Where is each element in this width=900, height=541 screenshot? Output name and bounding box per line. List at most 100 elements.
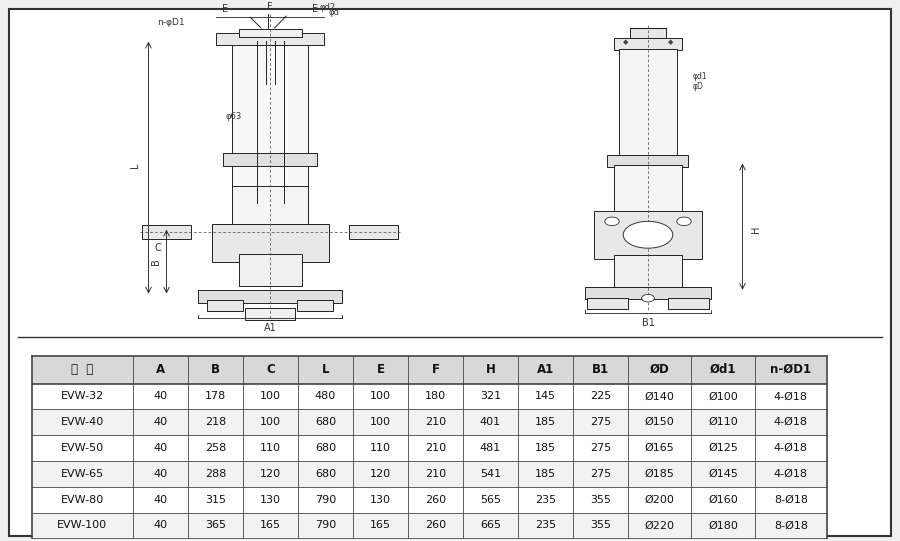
- Circle shape: [642, 294, 654, 302]
- Text: n-ØD1: n-ØD1: [770, 363, 811, 376]
- Bar: [630, 29, 666, 38]
- Text: 4-Ø18: 4-Ø18: [774, 469, 808, 479]
- Text: 185: 185: [535, 469, 556, 479]
- Text: 401: 401: [480, 417, 501, 427]
- Bar: [32, 410, 827, 435]
- Text: Ø200: Ø200: [644, 494, 675, 505]
- Bar: [32, 487, 827, 512]
- Text: 790: 790: [315, 494, 336, 505]
- Bar: [614, 255, 682, 287]
- Text: ◆: ◆: [623, 39, 628, 45]
- Bar: [198, 290, 342, 304]
- Text: 355: 355: [590, 520, 611, 530]
- Text: 480: 480: [315, 392, 336, 401]
- Text: 130: 130: [260, 494, 281, 505]
- Text: L: L: [130, 162, 140, 168]
- Ellipse shape: [623, 221, 673, 248]
- Text: 100: 100: [260, 417, 281, 427]
- Text: 210: 210: [425, 469, 446, 479]
- Text: 110: 110: [370, 443, 391, 453]
- Bar: [614, 38, 682, 50]
- Text: 40: 40: [154, 469, 167, 479]
- Text: 40: 40: [154, 417, 167, 427]
- Text: 680: 680: [315, 417, 336, 427]
- Text: 680: 680: [315, 469, 336, 479]
- Bar: [232, 41, 308, 235]
- Text: 40: 40: [154, 520, 167, 530]
- Text: 565: 565: [480, 494, 501, 505]
- Bar: [594, 210, 702, 259]
- Bar: [614, 165, 682, 213]
- Bar: [245, 308, 294, 320]
- Text: 258: 258: [205, 443, 226, 453]
- Text: 680: 680: [315, 443, 336, 453]
- Text: 665: 665: [480, 520, 501, 530]
- Text: 790: 790: [315, 520, 336, 530]
- Text: 210: 210: [425, 417, 446, 427]
- Text: 185: 185: [535, 417, 556, 427]
- Text: 355: 355: [590, 494, 611, 505]
- Bar: [238, 254, 302, 286]
- Text: A1: A1: [536, 363, 554, 376]
- Text: 365: 365: [205, 520, 226, 530]
- Text: 110: 110: [260, 443, 281, 453]
- Bar: [608, 155, 688, 167]
- Text: 4-Ø18: 4-Ø18: [774, 417, 808, 427]
- Text: Ø100: Ø100: [708, 392, 738, 401]
- Text: 100: 100: [370, 392, 391, 401]
- Text: 40: 40: [154, 443, 167, 453]
- Text: 218: 218: [205, 417, 226, 427]
- Text: 178: 178: [205, 392, 226, 401]
- Text: Ø220: Ø220: [644, 520, 675, 530]
- Text: φd: φd: [328, 8, 339, 17]
- Text: B: B: [150, 258, 161, 265]
- Bar: [207, 300, 243, 311]
- Text: 321: 321: [480, 392, 501, 401]
- Text: C: C: [266, 363, 274, 376]
- Text: 120: 120: [260, 469, 281, 479]
- Bar: [32, 355, 827, 384]
- Text: Ø125: Ø125: [708, 443, 738, 453]
- Text: 8-Ø18: 8-Ø18: [774, 494, 808, 505]
- Bar: [32, 461, 827, 487]
- Text: EVW-40: EVW-40: [60, 417, 104, 427]
- Bar: [238, 29, 302, 37]
- Bar: [668, 298, 709, 309]
- Text: F: F: [267, 2, 273, 12]
- Text: F: F: [431, 363, 439, 376]
- Bar: [585, 287, 711, 299]
- Text: Ø150: Ø150: [644, 417, 674, 427]
- Text: 275: 275: [590, 469, 611, 479]
- Text: Ø140: Ø140: [644, 392, 675, 401]
- Bar: [216, 33, 324, 44]
- Bar: [18, 20, 882, 337]
- Text: A: A: [156, 363, 165, 376]
- Bar: [212, 224, 328, 262]
- Text: φ63: φ63: [226, 112, 242, 121]
- Bar: [32, 435, 827, 461]
- Text: B: B: [211, 363, 220, 376]
- Text: 145: 145: [535, 392, 556, 401]
- Text: H: H: [485, 363, 495, 376]
- Text: 275: 275: [590, 443, 611, 453]
- Text: Ød1: Ød1: [710, 363, 736, 376]
- Text: Ø180: Ø180: [708, 520, 738, 530]
- Text: 541: 541: [480, 469, 501, 479]
- Text: 275: 275: [590, 417, 611, 427]
- Text: B1: B1: [642, 318, 654, 328]
- Text: H: H: [751, 226, 761, 233]
- Bar: [32, 384, 827, 410]
- Text: C: C: [154, 243, 161, 253]
- Bar: [587, 298, 628, 309]
- Text: Ø110: Ø110: [708, 417, 738, 427]
- Text: ØD: ØD: [650, 363, 670, 376]
- Bar: [348, 226, 398, 239]
- Text: 288: 288: [205, 469, 226, 479]
- Text: φd2: φd2: [320, 3, 336, 12]
- Text: Ø160: Ø160: [708, 494, 738, 505]
- Text: 型  号: 型 号: [71, 363, 94, 376]
- Text: A1: A1: [264, 324, 276, 333]
- Text: Ø145: Ø145: [708, 469, 738, 479]
- Text: 165: 165: [370, 520, 391, 530]
- Text: 4-Ø18: 4-Ø18: [774, 392, 808, 401]
